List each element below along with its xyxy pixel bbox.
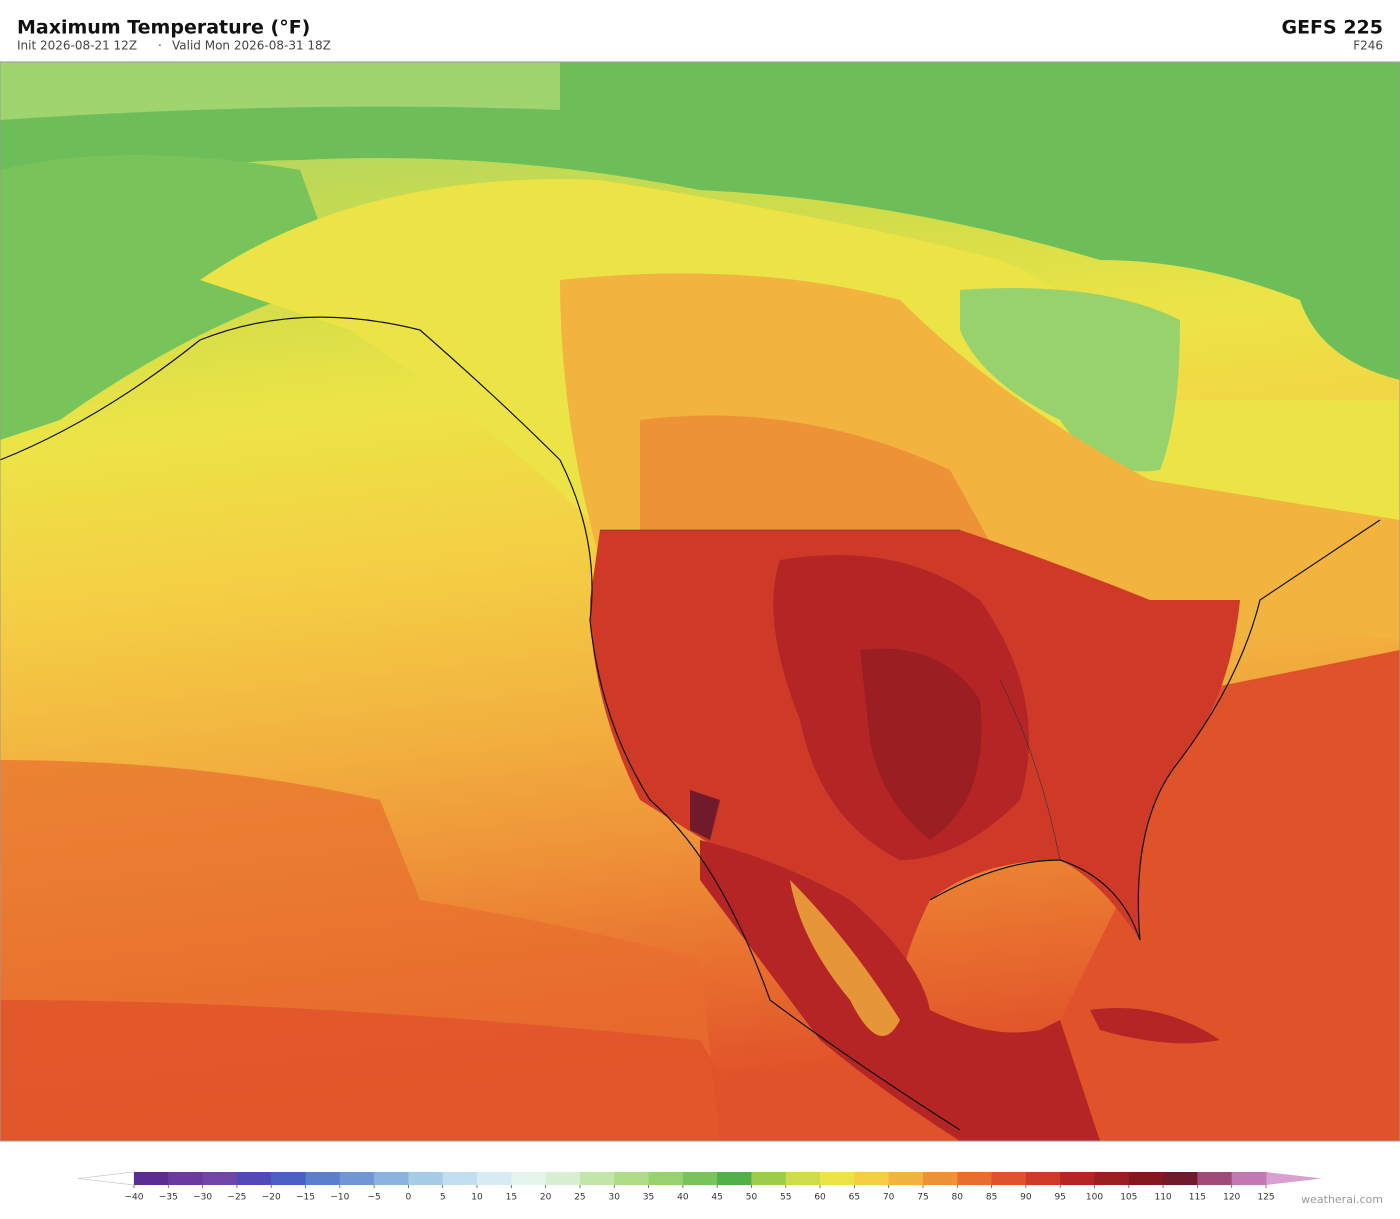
colorbar-tick-label: 85 <box>986 1193 997 1203</box>
colorbar-tick-label: 115 <box>1189 1193 1206 1203</box>
colorbar-tick-label: 20 <box>540 1193 552 1203</box>
colorbar-bin <box>202 1172 238 1185</box>
colorbar-tick-label: 55 <box>780 1193 791 1203</box>
colorbar-bin <box>442 1172 478 1185</box>
colorbar-bin <box>134 1172 169 1185</box>
colorbar-bin <box>1060 1172 1095 1185</box>
separator: · <box>158 39 162 53</box>
colorbar-tick-label: −15 <box>296 1193 315 1203</box>
colorbar-tick-label: 35 <box>643 1193 654 1203</box>
colorbar-tick-label: 90 <box>1020 1193 1032 1203</box>
forecast-hour: F246 <box>1353 39 1383 53</box>
mexico-highlands <box>790 880 900 1036</box>
colorbar-bin <box>1197 1172 1233 1185</box>
colorbar-tick-label: 45 <box>711 1193 722 1203</box>
colorbar-tick-label: 65 <box>849 1193 860 1203</box>
map <box>0 61 1400 1142</box>
colorbar-tick-label: 0 <box>406 1193 412 1203</box>
arctic <box>0 62 1400 380</box>
colorbar-bin <box>922 1172 958 1185</box>
colorbar-bin <box>477 1172 512 1185</box>
colorbar-tick-label: 100 <box>1086 1193 1103 1203</box>
colorbar-tick-label: 70 <box>883 1193 895 1203</box>
colorbar-tick-label: 10 <box>471 1193 483 1203</box>
colorbar-tick-label: −5 <box>367 1193 380 1203</box>
desert-southwest <box>690 790 720 840</box>
colorbar-bin <box>305 1172 341 1185</box>
colorbar-bin <box>545 1172 581 1185</box>
prairies <box>640 415 1000 560</box>
colorbar-under <box>77 1171 135 1186</box>
colorbar-bin <box>888 1172 924 1185</box>
colorbar-bin <box>579 1172 615 1185</box>
colorbar-bin <box>1163 1172 1198 1185</box>
header: Maximum Temperature (°F) Init 2026-08-21… <box>17 17 1383 53</box>
colorbar-over <box>1266 1172 1322 1185</box>
colorbar-bin <box>648 1172 684 1185</box>
colorbar-bin <box>854 1172 890 1185</box>
credit: weatherai.com <box>1301 1193 1383 1206</box>
colorbar-tick-label: 80 <box>952 1193 964 1203</box>
alaska-west <box>0 155 340 440</box>
colorbar-tick-label: 25 <box>574 1193 585 1203</box>
model-name: GEFS 225 <box>1281 17 1383 39</box>
colorbar-bin <box>1128 1172 1164 1185</box>
colorbar-bin <box>991 1172 1027 1185</box>
colorbar-bin <box>339 1172 375 1185</box>
colorbar-tick-label: −10 <box>330 1193 349 1203</box>
colorbar-bin <box>785 1172 821 1185</box>
colorbar-bin <box>957 1172 993 1185</box>
ocean-hot <box>0 1000 760 1141</box>
arctic-ocean <box>0 62 560 120</box>
cuba <box>1090 1008 1220 1044</box>
colorbar-tick-label: 120 <box>1223 1193 1240 1203</box>
colorbar-bin <box>1094 1172 1130 1185</box>
colorbar-bin <box>717 1172 752 1185</box>
colorbar-bin <box>168 1172 204 1185</box>
colorbar-tick-label: −35 <box>159 1193 178 1203</box>
colorbar-tick-label: 40 <box>677 1193 689 1203</box>
colorbar-tick-label: 95 <box>1054 1193 1065 1203</box>
colorbar-bin <box>1025 1172 1061 1185</box>
colorbar-bin <box>408 1172 444 1185</box>
colorbar-tick-label: 105 <box>1120 1193 1137 1203</box>
colorbar-bin <box>271 1172 307 1185</box>
colorbar-tick-label: 125 <box>1257 1193 1274 1203</box>
colorbar-bin <box>236 1172 272 1185</box>
colorbar-tick-label: 50 <box>746 1193 758 1203</box>
valid-time: Valid Mon 2026-08-31 18Z <box>172 39 331 53</box>
colorbar-bin <box>751 1172 787 1185</box>
colorbar-tick-label: 75 <box>917 1193 928 1203</box>
title: Maximum Temperature (°F) <box>17 17 310 39</box>
colorbar-tick-label: 60 <box>814 1193 826 1203</box>
colorbar-bin <box>374 1172 409 1185</box>
map-frame <box>0 61 1400 1142</box>
colorbar-tick-label: −25 <box>227 1193 246 1203</box>
colorbar-bin <box>511 1172 547 1185</box>
init-time: Init 2026-08-21 12Z <box>17 39 137 53</box>
colorbar-tick-label: 30 <box>609 1193 621 1203</box>
colorbar-tick-label: −20 <box>262 1193 281 1203</box>
southern-plains <box>860 648 982 840</box>
colorbar-tick-label: 5 <box>440 1193 446 1203</box>
colorbar-tick-label: −40 <box>125 1193 144 1203</box>
colorbar-bin <box>682 1172 718 1185</box>
colorbar-bin <box>614 1172 650 1185</box>
colorbar-tick-label: 15 <box>506 1193 517 1203</box>
borders <box>600 529 1061 861</box>
hudson-bay <box>960 288 1180 472</box>
colorbar-bin <box>820 1172 855 1185</box>
colorbar-tick-label: 110 <box>1154 1193 1171 1203</box>
colorbar-bin <box>1231 1172 1267 1185</box>
colorbar-tick-label: −30 <box>193 1193 212 1203</box>
coastline <box>0 316 1381 1131</box>
colorbar: −40 −35 −30 −25 −20 −15 −10 −5 0 5 10 15 20 25 30 35 40 4… <box>77 1171 1322 1203</box>
